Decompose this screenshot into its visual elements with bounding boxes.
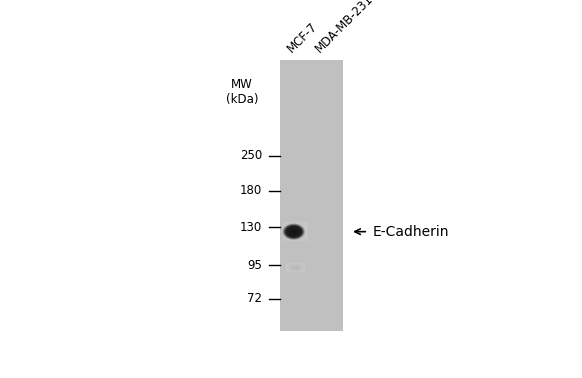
Text: 250: 250 xyxy=(240,149,262,163)
Text: 130: 130 xyxy=(240,221,262,234)
Text: (kDa): (kDa) xyxy=(226,93,258,106)
Bar xyxy=(281,60,343,331)
Text: 72: 72 xyxy=(247,292,262,305)
Text: MDA-MB-231: MDA-MB-231 xyxy=(313,0,376,56)
Text: 180: 180 xyxy=(240,184,262,197)
Text: E-Cadherin: E-Cadherin xyxy=(372,225,449,239)
Text: MCF-7: MCF-7 xyxy=(285,20,320,56)
Text: 95: 95 xyxy=(247,259,262,272)
Text: MW: MW xyxy=(231,78,253,91)
